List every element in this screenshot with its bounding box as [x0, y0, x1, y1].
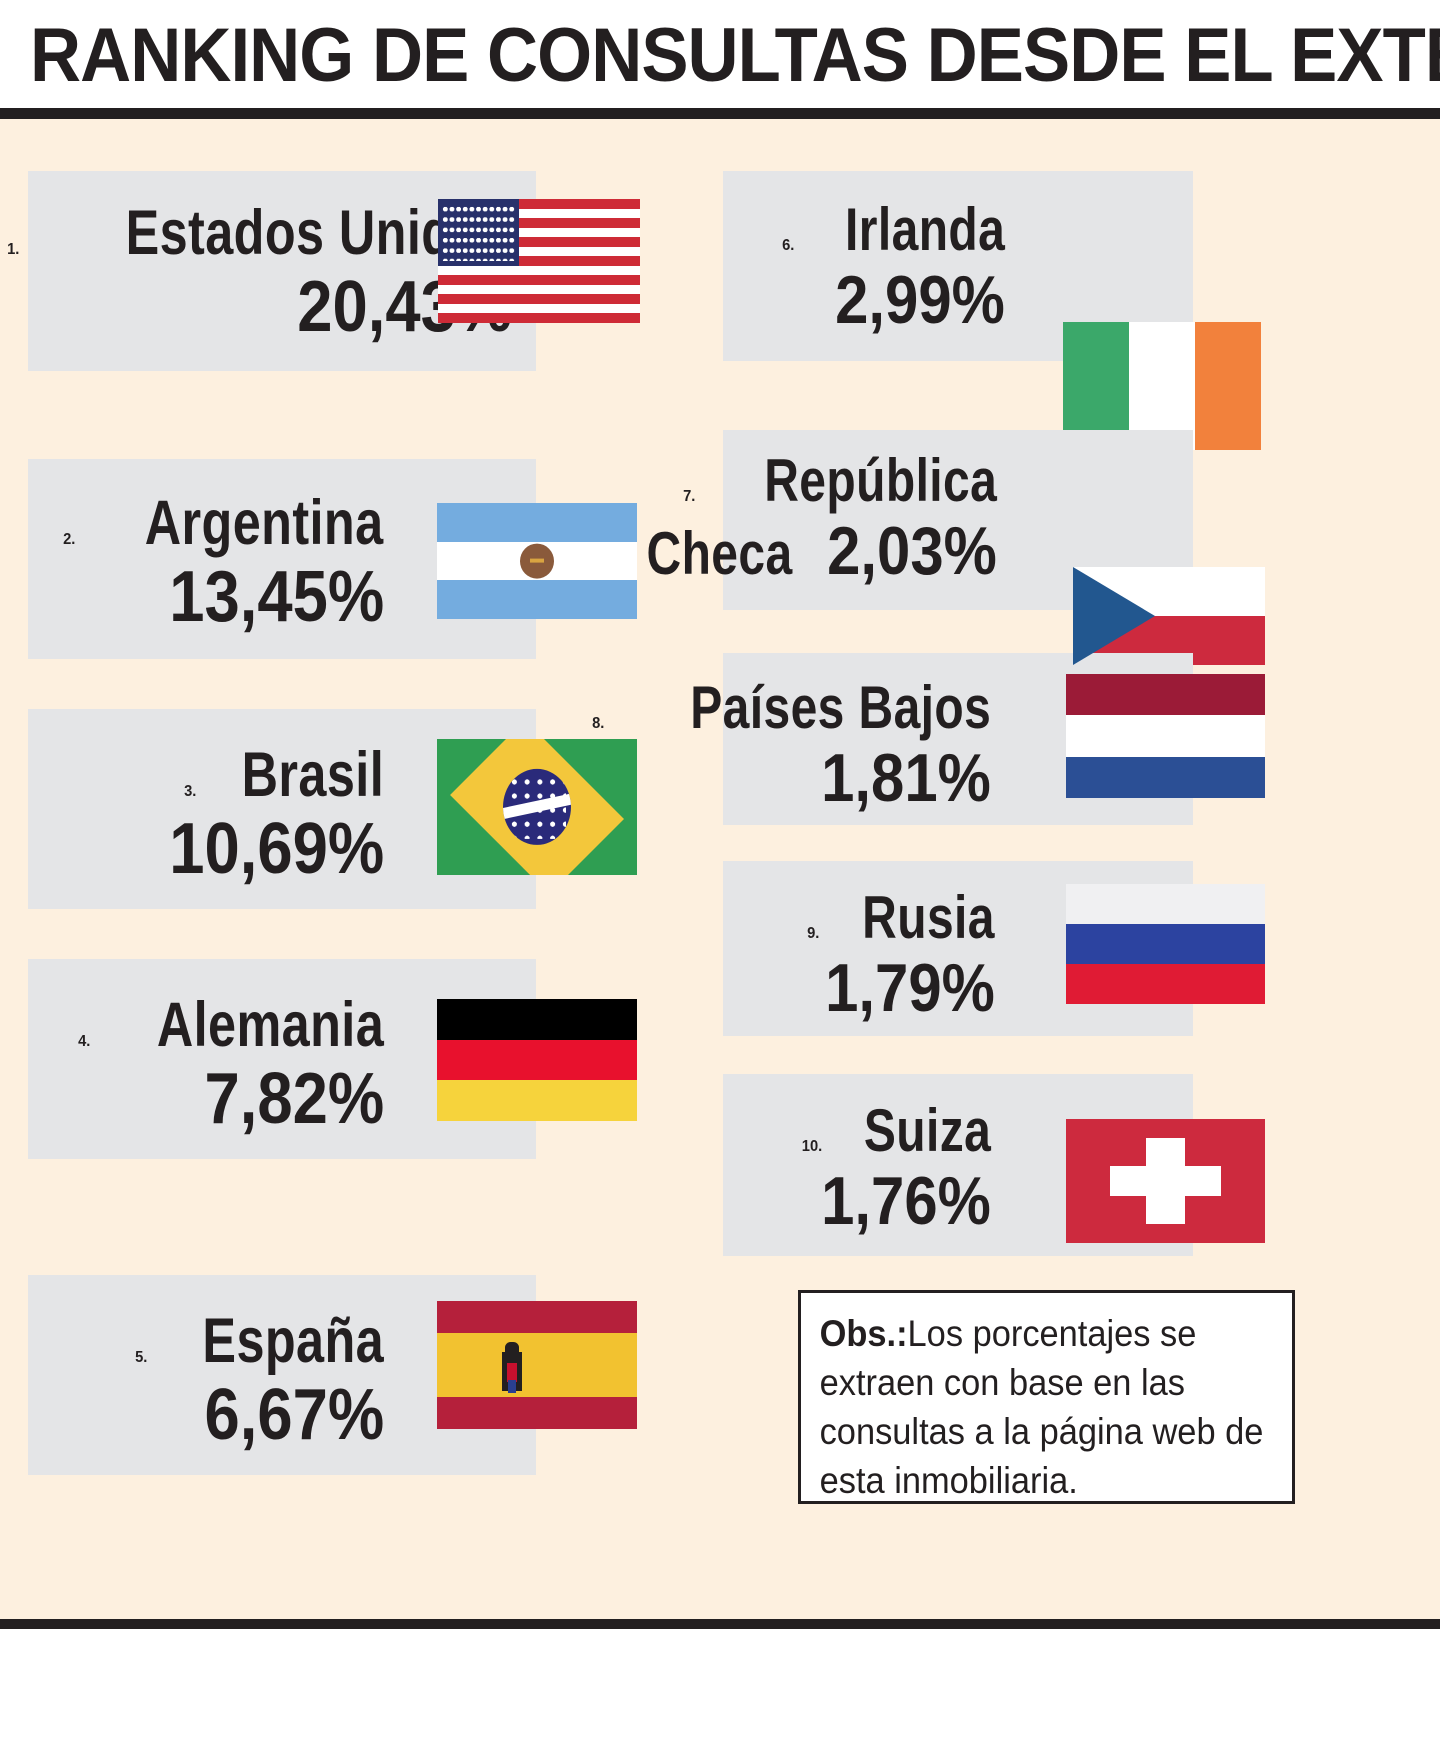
percent-value-6: 2,99% [835, 262, 1005, 339]
rank-row-name-1: 1. Estados Unidos [6, 201, 512, 266]
country-name-4: Alemania [156, 990, 384, 1060]
rank-row-name-2: 2. Argentina [62, 488, 384, 558]
observation-label: Obs.: [819, 1313, 908, 1354]
rank-card-7[interactable]: 7. República Checa 2,03% [646, 430, 1193, 610]
percent-value-8: 1,81% [821, 740, 991, 817]
country-name-7-line2: Checa [646, 520, 793, 588]
page-title: RANKING DE CONSULTAS DESDE EL EXTERIOR [30, 13, 1440, 98]
title-bar: RANKING DE CONSULTAS DESDE EL EXTERIOR [0, 0, 1440, 112]
rank-number-9: 9. [806, 925, 820, 942]
rank-number-10: 10. [801, 1138, 822, 1155]
rank-row-name-4: 4. Alemania [77, 990, 384, 1060]
footer-divider [0, 1619, 1440, 1629]
rank-row-pct-7: Checa 2,03% [610, 513, 997, 590]
rank-number-2: 2. [63, 531, 76, 548]
rank-row-pct-5: 6,67% [134, 1375, 384, 1456]
rank-row-pct-1: 20,43% [6, 270, 512, 344]
country-name-8: Países Bajos [690, 674, 991, 741]
rank-number-7: 7. [683, 488, 696, 505]
spain-coat-of-arms-icon [497, 1341, 527, 1398]
flag-switzerland [1066, 1119, 1265, 1243]
rank-number-6: 6. [782, 237, 795, 254]
rank-number-3: 3. [183, 783, 196, 800]
rank-row-pct-8: 1,81% [591, 740, 991, 817]
percent-value-3: 10,69% [169, 809, 384, 890]
rank-number-5: 5. [134, 1349, 147, 1366]
argentina-sun-icon [520, 543, 554, 579]
rank-row-name-9: 9. Rusia [802, 887, 995, 948]
rank-number-8: 8. [592, 715, 605, 732]
percent-value-10: 1,76% [821, 1163, 991, 1240]
ranking-canvas: 1. Estados Unidos 20,43% [0, 119, 1440, 1619]
country-name-2: Argentina [145, 488, 384, 558]
title-divider [0, 108, 1440, 119]
flag-netherlands [1066, 674, 1265, 798]
percent-value-5: 6,67% [204, 1375, 384, 1456]
rank-row-pct-6: 2,99% [781, 262, 1005, 339]
rank-row-name-10: 10. Suiza [798, 1100, 991, 1161]
country-name-7-line1: República [764, 447, 997, 514]
rank-number-1: 1. [6, 241, 19, 258]
country-name-3: Brasil [241, 740, 384, 810]
flag-czech-republic [1073, 567, 1265, 665]
rank-row-name-5: 5. España [134, 1306, 384, 1376]
rank-row-pct-2: 13,45% [62, 557, 384, 638]
rank-number-4: 4. [77, 1033, 90, 1050]
rank-row-name-7: 7. República [610, 450, 997, 511]
country-name-5: España [202, 1306, 384, 1376]
rank-row-name-6: 6. Irlanda [781, 199, 1005, 260]
country-name-9: Rusia [862, 884, 995, 951]
percent-value-4: 7,82% [204, 1059, 384, 1140]
rank-row-pct-4: 7,82% [77, 1059, 384, 1140]
percent-value-7: 2,03% [827, 513, 997, 590]
flag-ireland [1063, 322, 1261, 450]
percent-value-2: 13,45% [169, 557, 384, 638]
flag-spain [437, 1301, 637, 1429]
country-name-10: Suiza [863, 1097, 991, 1164]
rank-row-pct-3: 10,69% [140, 809, 384, 890]
rank-row-pct-10: 1,76% [798, 1163, 991, 1240]
flag-russia [1066, 884, 1265, 1004]
observation-box: Obs.:Los porcentajes se extraen con base… [798, 1290, 1295, 1504]
flag-brazil [437, 739, 637, 875]
percent-value-9: 1,79% [825, 950, 995, 1027]
flag-argentina [437, 503, 637, 619]
rank-row-name-8: 8. Países Bajos [591, 677, 991, 738]
observation-text: Obs.:Los porcentajes se extraen con base… [801, 1293, 1290, 1515]
flag-united-states [438, 199, 640, 323]
observation-body: Los porcentajes se extraen con base en l… [819, 1313, 1264, 1501]
country-name-6: Irlanda [844, 196, 1005, 263]
flag-germany [437, 999, 637, 1121]
footer-bar: Fuente:Remax Diario Última Hora [0, 1629, 1440, 1739]
rank-row-name-3: 3. Brasil [140, 740, 384, 810]
rank-row-pct-9: 1,79% [802, 950, 995, 1027]
